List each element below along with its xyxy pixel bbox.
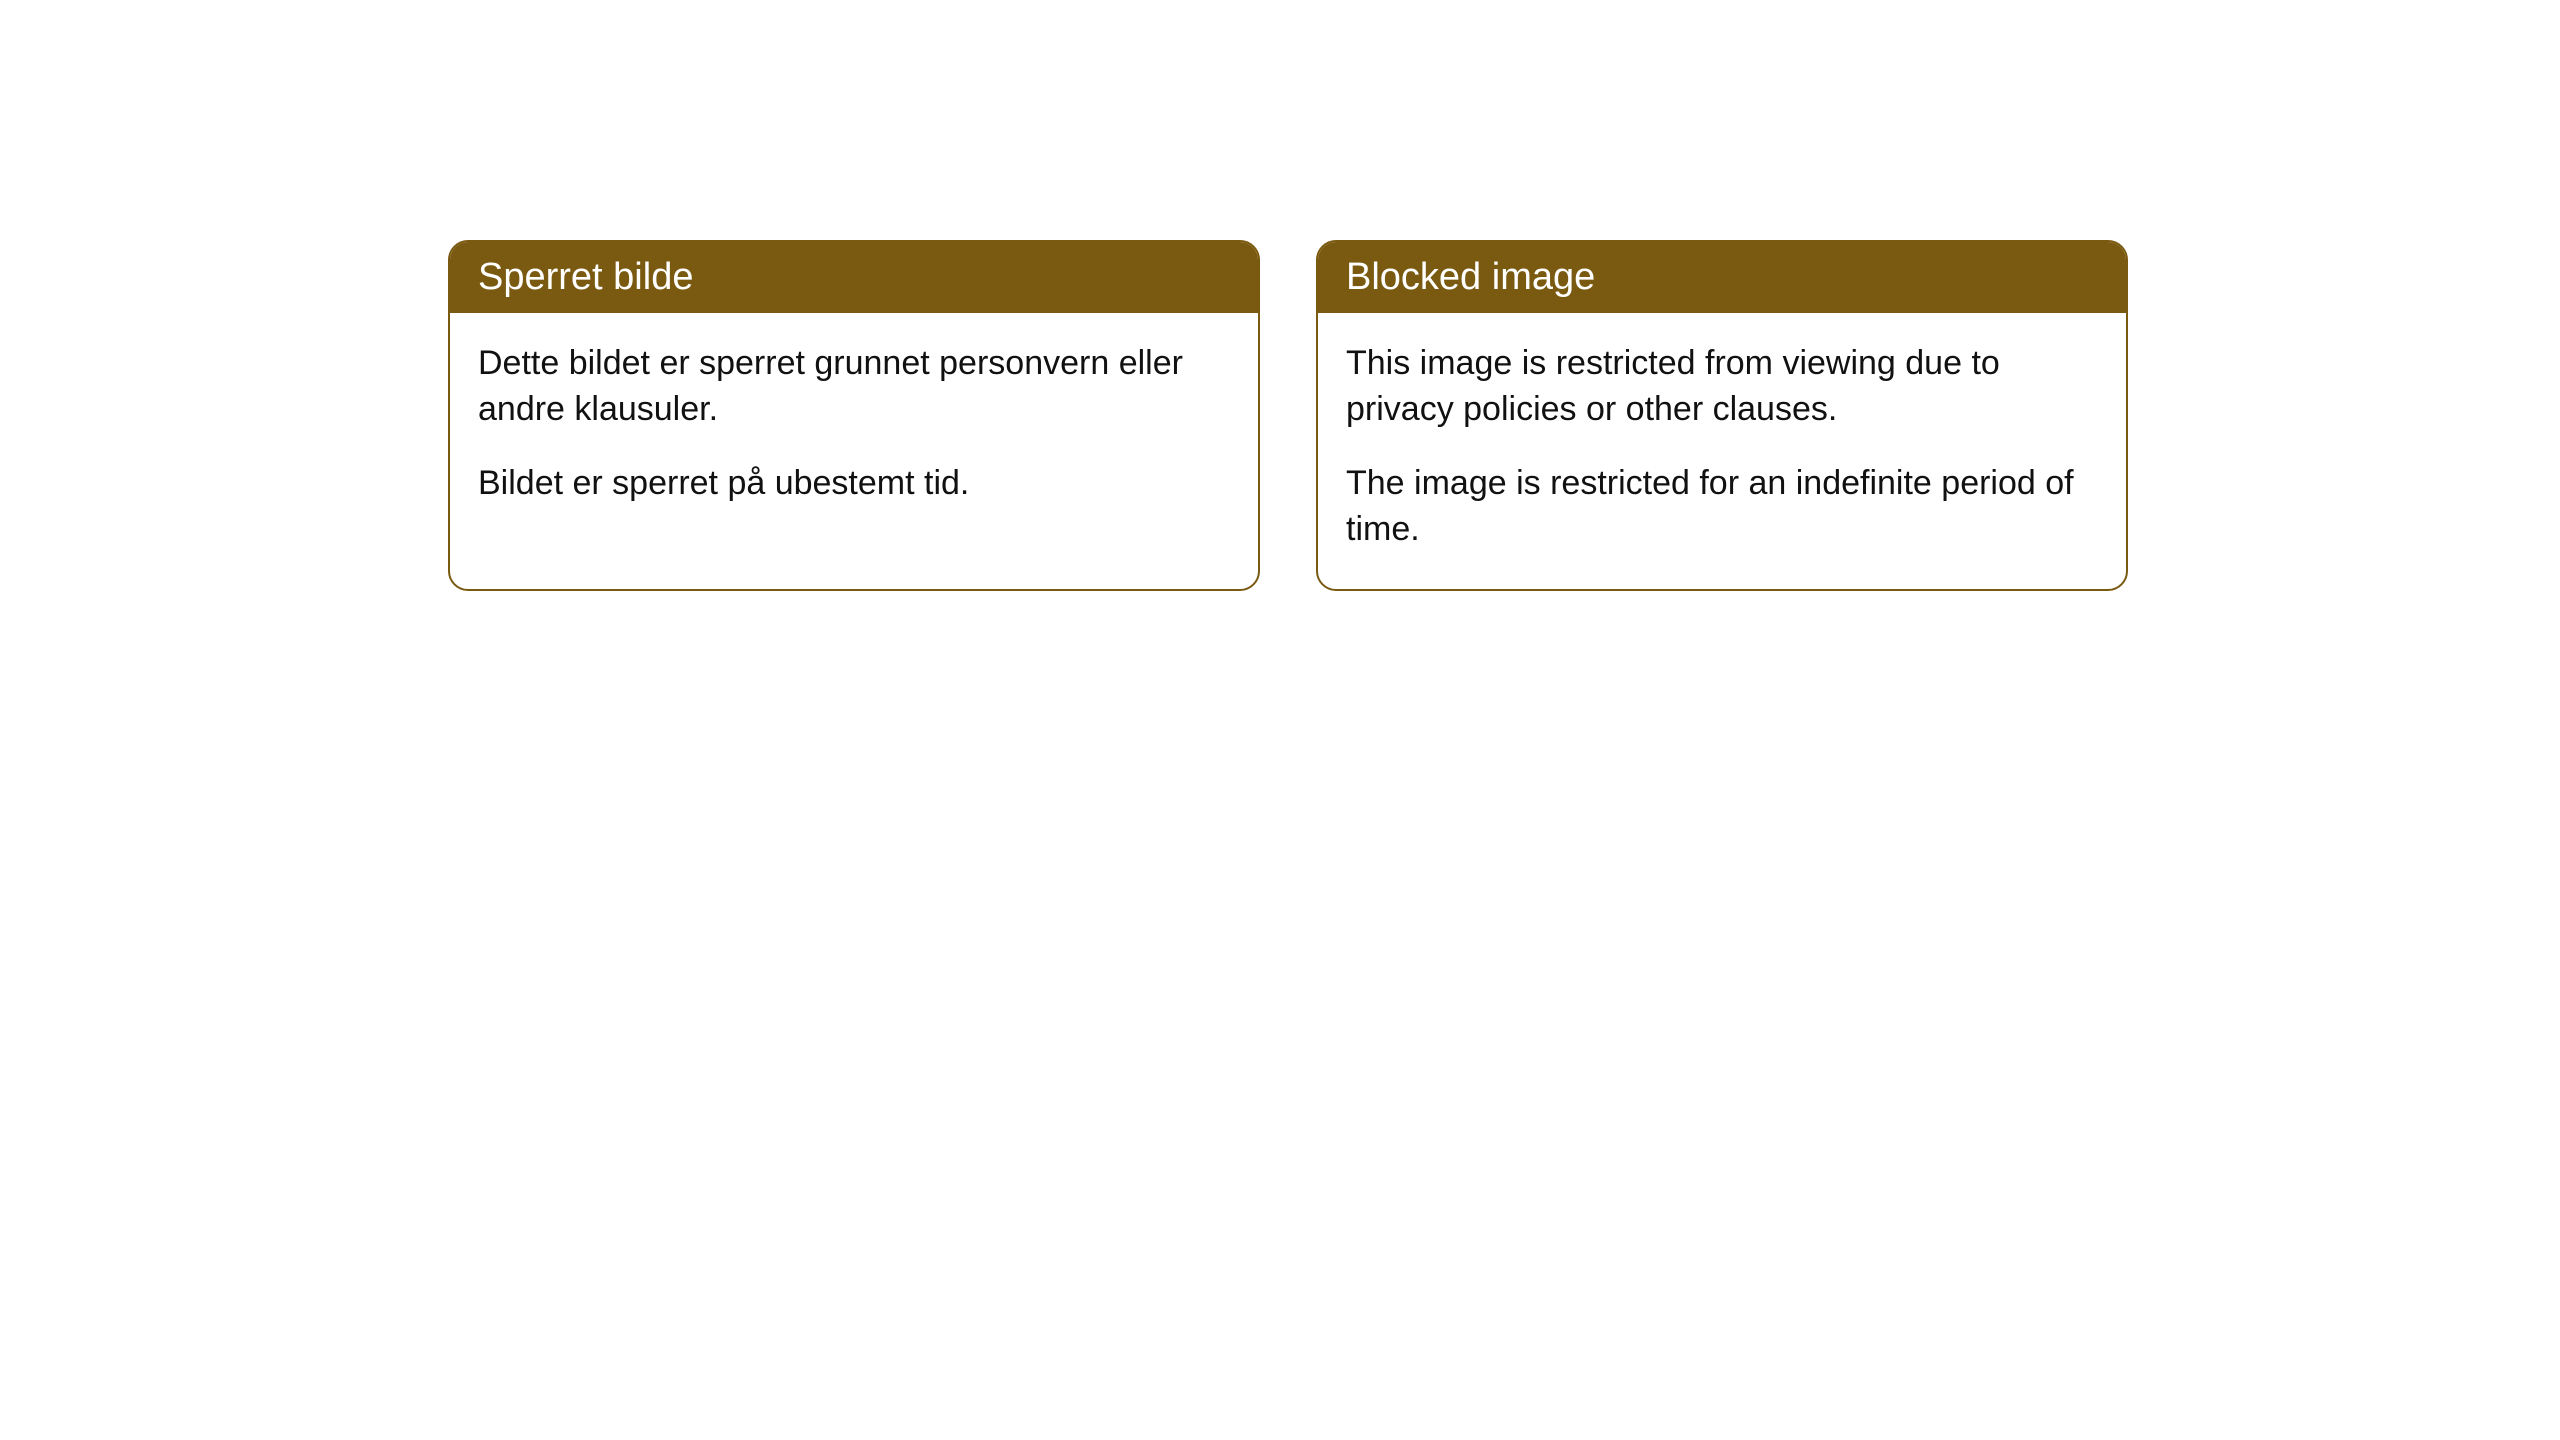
blocked-image-card-no: Sperret bilde Dette bildet er sperret gr… bbox=[448, 240, 1260, 591]
card-title: Blocked image bbox=[1318, 242, 2126, 313]
card-paragraph: Dette bildet er sperret grunnet personve… bbox=[478, 341, 1230, 433]
card-paragraph: This image is restricted from viewing du… bbox=[1346, 341, 2098, 433]
card-body: This image is restricted from viewing du… bbox=[1318, 313, 2126, 589]
cards-container: Sperret bilde Dette bildet er sperret gr… bbox=[0, 0, 2560, 591]
card-title: Sperret bilde bbox=[450, 242, 1258, 313]
card-paragraph: The image is restricted for an indefinit… bbox=[1346, 461, 2098, 553]
card-body: Dette bildet er sperret grunnet personve… bbox=[450, 313, 1258, 543]
card-paragraph: Bildet er sperret på ubestemt tid. bbox=[478, 461, 1230, 507]
blocked-image-card-en: Blocked image This image is restricted f… bbox=[1316, 240, 2128, 591]
